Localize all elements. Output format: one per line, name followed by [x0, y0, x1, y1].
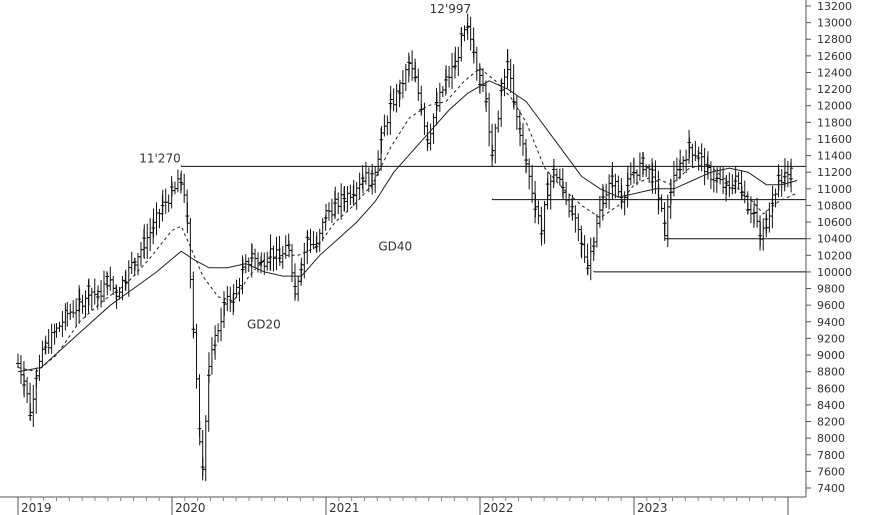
y-tick-label: 11600 — [817, 133, 852, 146]
y-tick-label: 11800 — [817, 116, 852, 129]
x-tick-label: 2021 — [329, 501, 360, 515]
annotation-label: GD40 — [378, 240, 412, 254]
y-tick-label: 9800 — [817, 283, 845, 296]
x-tick-label: 2020 — [175, 501, 206, 515]
y-tick-label: 9400 — [817, 316, 845, 329]
y-tick-label: 10800 — [817, 199, 852, 212]
y-tick-label: 12400 — [817, 66, 852, 79]
y-tick-label: 11200 — [817, 166, 852, 179]
gd20-line — [17, 67, 798, 373]
y-tick-label: 11000 — [817, 183, 852, 196]
x-tick-label: 2022 — [483, 501, 514, 515]
x-axis: 2019 2020 2021 2022 2023 — [0, 496, 806, 515]
y-tick-label: 10000 — [817, 266, 852, 279]
y-tick-label: 8000 — [817, 432, 845, 445]
y-tick-label: 12000 — [817, 100, 852, 113]
gd40-line — [17, 80, 798, 373]
y-axis: 7400 7600 7800 8000 8200 8400 8600 8800 9000 9200… — [805, 0, 852, 497]
y-tick-label: 9200 — [817, 332, 845, 345]
y-tick-label: 8800 — [817, 366, 845, 379]
y-tick-label: 12600 — [817, 50, 852, 63]
y-tick-label: 10400 — [817, 233, 852, 246]
annotations: 11'270 12'997 GD20 GD40 — [139, 2, 471, 332]
y-tick-label: 8400 — [817, 399, 845, 412]
plot-area: 11'270 12'997 GD20 GD40 — [16, 2, 806, 482]
horizontal-levels — [180, 165, 806, 273]
y-tick-label: 7400 — [817, 482, 845, 495]
y-tick-label: 9600 — [817, 299, 845, 312]
annotation-label: GD20 — [247, 317, 281, 331]
x-tick-label: 2019 — [21, 501, 52, 515]
y-tick-label: 13000 — [817, 17, 852, 30]
y-tick-label: 10600 — [817, 216, 852, 229]
y-tick-label: 12800 — [817, 33, 852, 46]
y-tick-label: 12200 — [817, 83, 852, 96]
y-tick-label: 10200 — [817, 249, 852, 262]
y-tick-label: 8200 — [817, 416, 845, 429]
price-bars — [16, 13, 794, 482]
y-tick-label: 8600 — [817, 382, 845, 395]
y-tick-label: 7800 — [817, 449, 845, 462]
y-tick-label: 11400 — [817, 150, 852, 163]
y-tick-label: 7600 — [817, 465, 845, 478]
annotation-label: 11'270 — [139, 151, 180, 165]
y-tick-label: 9000 — [817, 349, 845, 362]
annotation-label: 12'997 — [430, 2, 471, 16]
x-tick-label: 2023 — [637, 501, 668, 515]
y-tick-label: 13200 — [817, 0, 852, 13]
